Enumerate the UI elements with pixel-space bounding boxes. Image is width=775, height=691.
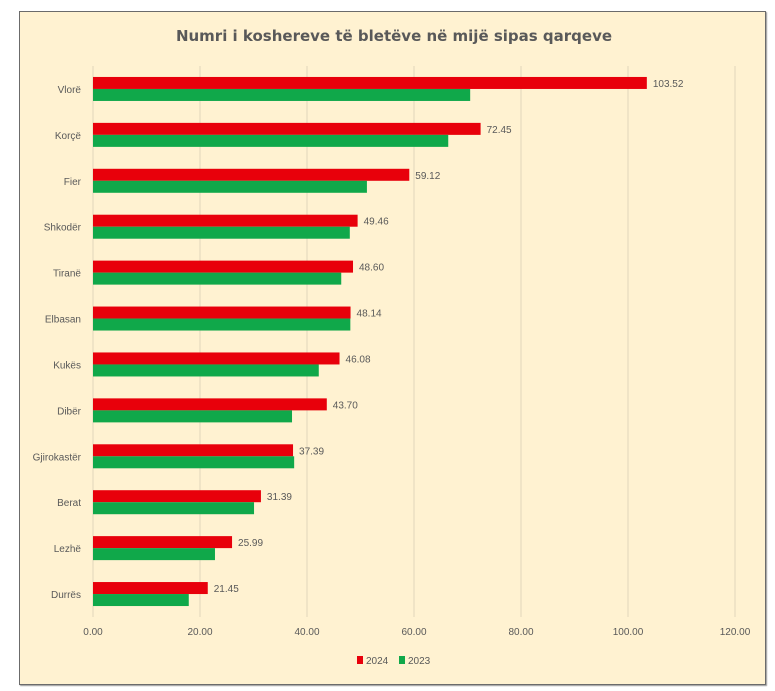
x-tick-label: 100.00 xyxy=(613,627,644,638)
bar-2024 xyxy=(93,214,358,227)
category-label: Lezhë xyxy=(54,544,82,555)
category-label: Elbasan xyxy=(45,315,81,326)
data-label: 37.39 xyxy=(299,446,324,457)
bar-2024 xyxy=(93,122,481,135)
data-label: 49.46 xyxy=(364,217,389,228)
bar-2023 xyxy=(93,548,215,561)
bar-2023 xyxy=(93,318,351,331)
category-label: Tiranë xyxy=(53,269,81,280)
bar-2023 xyxy=(93,88,471,101)
bar-2023 xyxy=(93,364,319,377)
x-tick-label: 120.00 xyxy=(720,627,751,638)
bar-2024 xyxy=(93,260,354,273)
data-label: 31.39 xyxy=(267,492,292,503)
data-label: 59.12 xyxy=(415,171,440,182)
bar-2023 xyxy=(93,456,295,469)
data-label: 46.08 xyxy=(346,354,371,365)
category-label: Fier xyxy=(64,177,82,188)
category-label: Korçë xyxy=(55,131,82,142)
category-label: Vlorë xyxy=(58,85,82,96)
bar-2024 xyxy=(93,352,340,365)
bar-2023 xyxy=(93,502,255,515)
bar-2024 xyxy=(93,76,647,89)
data-label: 25.99 xyxy=(238,538,263,549)
bar-2024 xyxy=(93,398,327,411)
legend-label: 2023 xyxy=(408,656,431,667)
data-label: 48.14 xyxy=(357,309,382,320)
x-tick-label: 60.00 xyxy=(401,627,426,638)
bar-2024 xyxy=(93,444,294,457)
x-tick-label: 20.00 xyxy=(187,627,212,638)
category-label: Gjirokastër xyxy=(33,452,82,463)
bar-2023 xyxy=(93,410,293,423)
bar-2024 xyxy=(93,582,208,595)
category-label: Kukës xyxy=(53,360,81,371)
bar-2023 xyxy=(93,594,189,607)
bar-2023 xyxy=(93,272,342,285)
legend-swatch-2024 xyxy=(357,656,363,664)
bar-2024 xyxy=(93,168,410,181)
data-label: 48.60 xyxy=(359,263,384,274)
data-label: 103.52 xyxy=(653,79,684,90)
bar-2024 xyxy=(93,536,233,549)
bar-2023 xyxy=(93,180,367,193)
category-label: Berat xyxy=(57,498,81,509)
data-label: 72.45 xyxy=(487,125,512,136)
legend: 2024 2023 xyxy=(357,656,431,667)
category-label: Durrës xyxy=(51,590,81,601)
data-label: 21.45 xyxy=(214,584,239,595)
bar-2024 xyxy=(93,490,261,503)
x-tick-label: 80.00 xyxy=(508,627,533,638)
x-tick-label: 40.00 xyxy=(294,627,319,638)
legend-swatch-2023 xyxy=(399,656,405,664)
bar-2024 xyxy=(93,306,351,319)
x-axis-ticks: 0.00 20.00 40.00 60.00 80.00 100.00 120.00 xyxy=(83,627,750,638)
category-labels: Vlorë Korçë Fier Shkodër Tiranë Elbasan Kukës D… xyxy=(33,85,82,601)
x-tick-label: 0.00 xyxy=(83,627,103,638)
bar-2023 xyxy=(93,134,449,147)
data-label: 43.70 xyxy=(333,400,358,411)
gridlines xyxy=(92,66,736,617)
bars: 103.52 72.45 59.12 49.46 48.60 48.14 46.08 43.7… xyxy=(93,76,684,607)
legend-label: 2024 xyxy=(366,656,389,667)
category-label: Dibër xyxy=(57,406,82,417)
bar-2023 xyxy=(93,226,350,239)
chart-title: Numri i koshereve të bletëve në mijë sip… xyxy=(176,27,612,45)
category-label: Shkodër xyxy=(44,223,82,234)
